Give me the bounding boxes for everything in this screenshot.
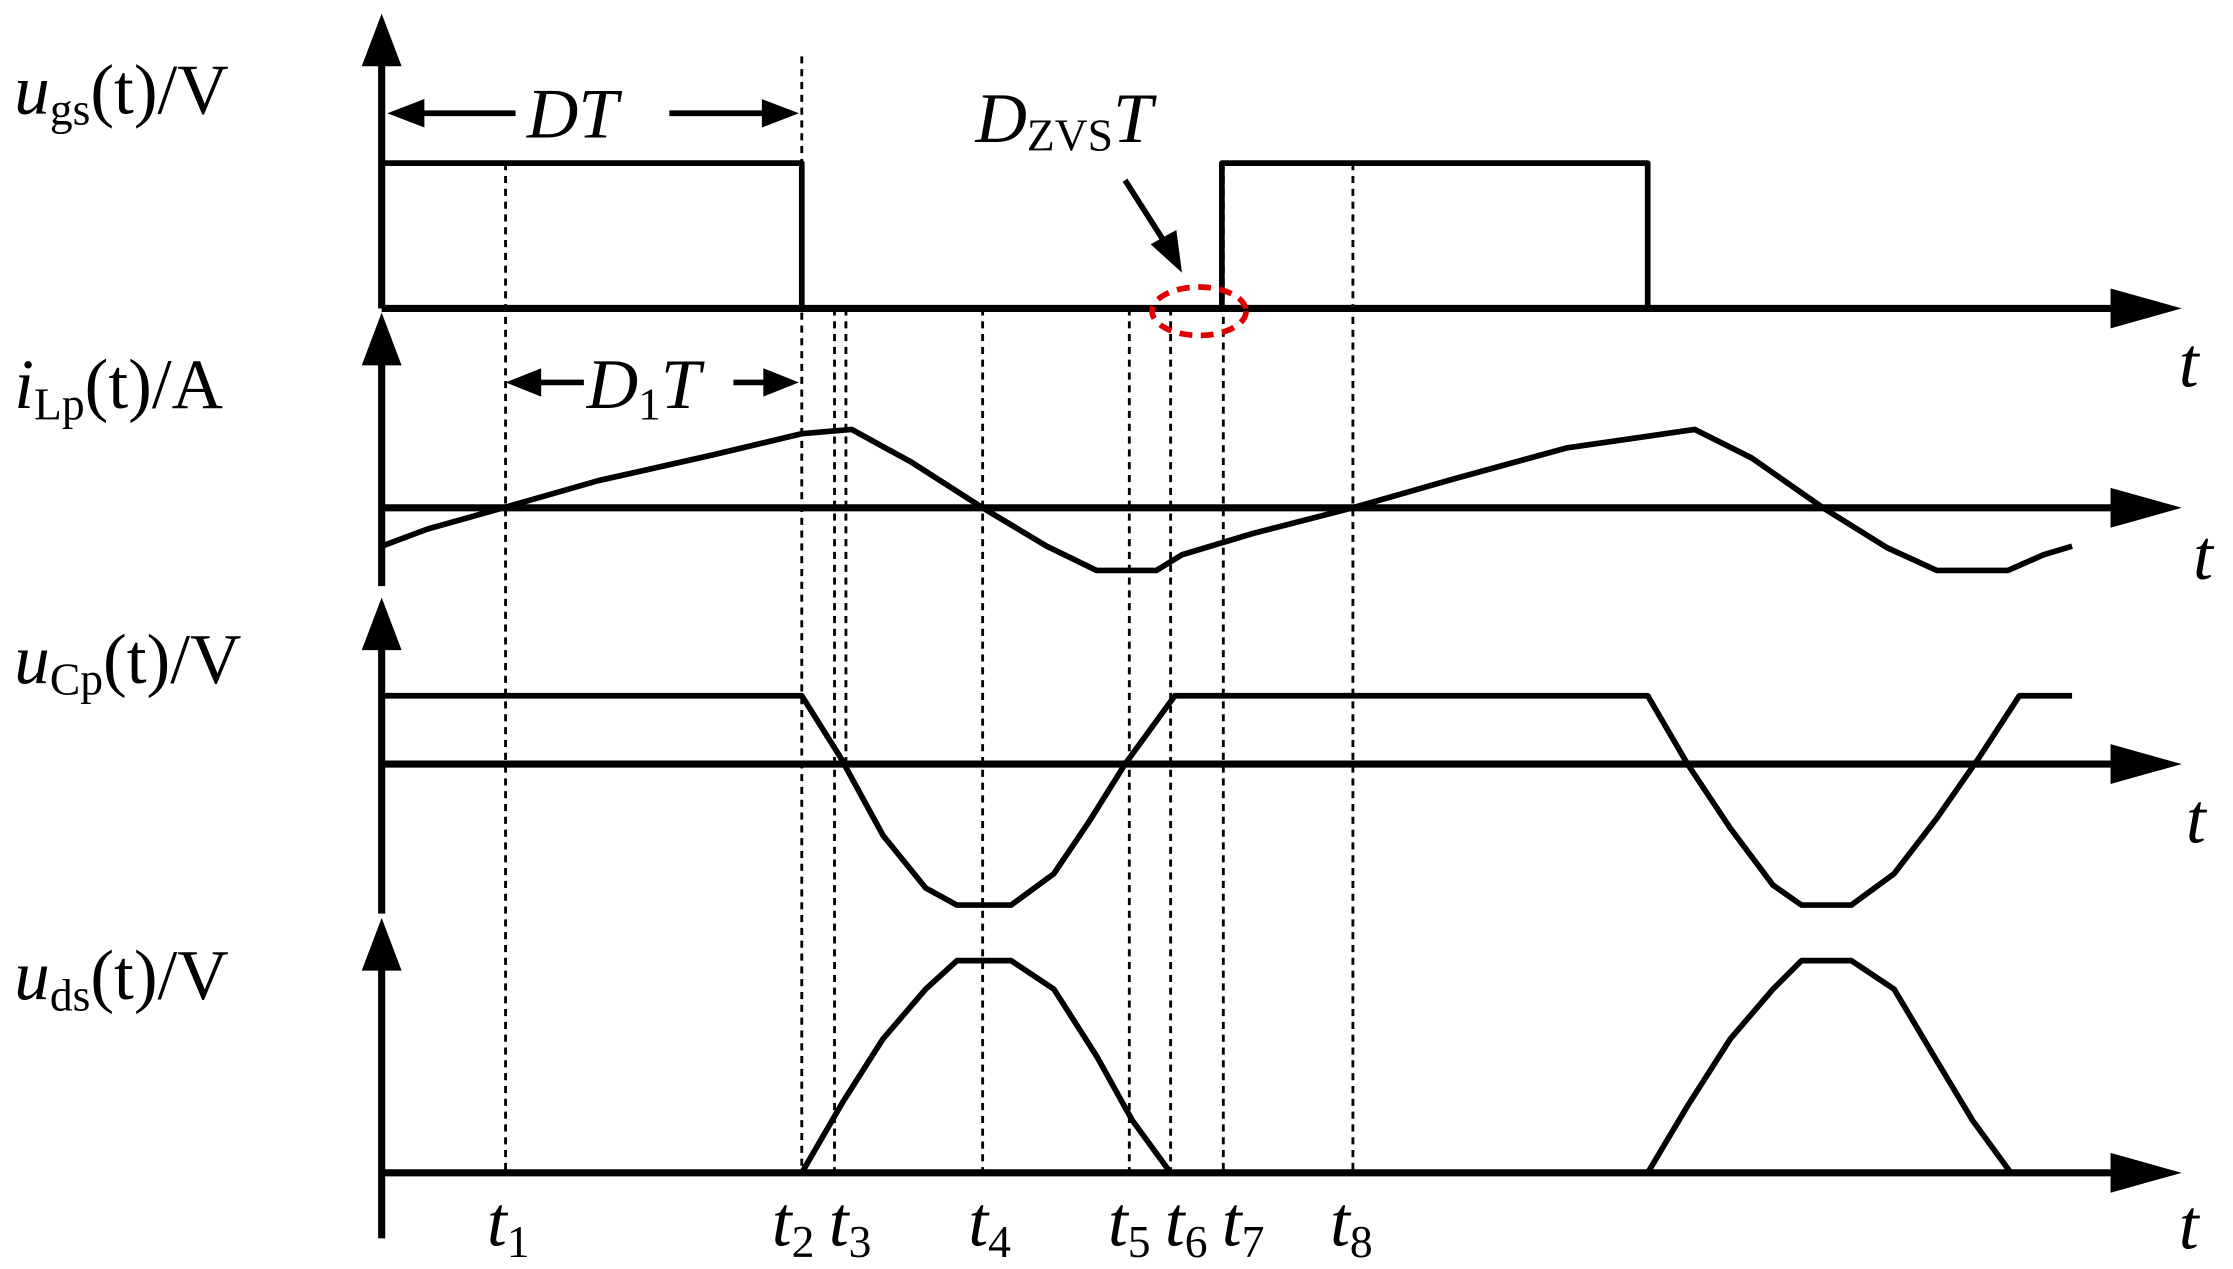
- axes: [361, 13, 2182, 1239]
- signal-label: ugs(t)/V: [14, 51, 229, 134]
- arrowhead: [387, 99, 425, 128]
- zvs-pointer: [1122, 178, 1171, 249]
- time-labels: t1 t2 t3 t4 t5 t6 t7 t8: [487, 1183, 1373, 1266]
- zvs-highlight: [1149, 284, 1249, 339]
- arrowhead: [2110, 744, 2182, 785]
- arrowhead: [505, 368, 542, 397]
- arrowhead: [2110, 1152, 2182, 1193]
- time-label: t2: [772, 1183, 815, 1266]
- arrowhead: [763, 368, 799, 397]
- arrowhead: [361, 13, 402, 67]
- guides: [504, 56, 1355, 1173]
- arrowhead: [361, 917, 402, 971]
- dt-label: DT: [526, 75, 622, 153]
- ilp-wave: [380, 426, 2073, 574]
- arrowhead: [361, 312, 402, 366]
- signal-label: uds(t)/V: [14, 937, 229, 1020]
- axis-label: t: [2179, 1186, 2201, 1264]
- ucp-wave: [381, 692, 2073, 908]
- time-label: t8: [1330, 1183, 1373, 1266]
- d1t-label: D1T: [586, 346, 705, 429]
- time-label: t1: [487, 1183, 530, 1266]
- arrowhead: [1150, 230, 1183, 273]
- arrowhead: [361, 597, 402, 651]
- time-label: t5: [1108, 1183, 1151, 1266]
- signal-label: iLp(t)/A: [14, 346, 223, 429]
- signal-label: uCp(t)/V: [14, 621, 241, 704]
- time-label: t3: [829, 1183, 872, 1266]
- time-label: t4: [968, 1183, 1011, 1266]
- waveforms: [378, 160, 2073, 1176]
- ugs-wave: [378, 160, 1651, 312]
- time-label: t7: [1222, 1183, 1265, 1266]
- arrowhead: [761, 99, 799, 128]
- uds-wave: [799, 957, 2014, 1176]
- time-label: t6: [1165, 1183, 1208, 1266]
- dzvst-label: DZVST: [975, 80, 1157, 161]
- axis-label: t: [2186, 780, 2208, 858]
- arrowhead: [2110, 487, 2182, 528]
- axis-label: t: [2179, 325, 2201, 403]
- arrowhead: [2110, 288, 2182, 329]
- axis-label: t: [2193, 517, 2215, 595]
